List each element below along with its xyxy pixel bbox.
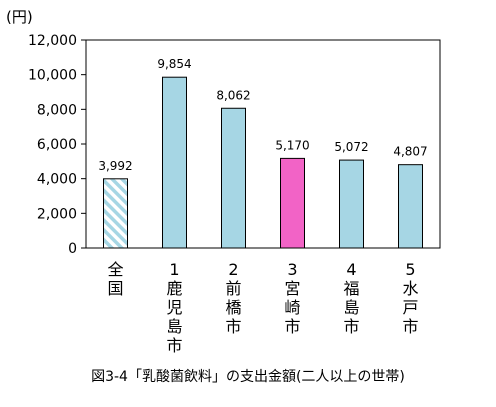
- x-category-char: 全: [107, 260, 123, 279]
- y-tick-label: 0: [68, 241, 77, 257]
- plot-frame: [85, 39, 441, 249]
- bar-1: [162, 76, 187, 249]
- bar-value-label: 9,854: [157, 57, 191, 71]
- x-category-char: 1: [169, 260, 179, 279]
- x-category-char: 崎: [284, 298, 300, 317]
- y-tick-label: 2,000: [37, 206, 77, 222]
- y-tick-label: 10,000: [28, 68, 77, 84]
- x-category-char: 5: [405, 260, 415, 279]
- bar-value-label: 5,170: [275, 138, 309, 152]
- x-category-char: 島: [166, 317, 182, 336]
- y-tick-label: 4,000: [37, 172, 77, 188]
- bar-4: [339, 159, 364, 249]
- x-category-char: 児: [166, 298, 182, 317]
- bar-0: [103, 178, 128, 249]
- x-category-char: 福: [343, 279, 359, 298]
- x-category-char: 市: [225, 317, 241, 336]
- x-category-char: 市: [402, 317, 418, 336]
- x-category-char: 市: [166, 336, 182, 355]
- x-category-char: 国: [107, 279, 123, 298]
- x-category-char: 島: [343, 298, 359, 317]
- bar-value-label: 3,992: [98, 159, 132, 173]
- x-category-char: 前: [225, 279, 241, 298]
- bar-value-label: 5,072: [334, 140, 368, 154]
- y-axis-unit-label: (円): [6, 8, 33, 26]
- x-category-char: 市: [343, 317, 359, 336]
- y-tick-label: 6,000: [37, 137, 77, 153]
- x-category-char: 水: [402, 279, 418, 298]
- y-tick-label: 8,000: [37, 102, 77, 118]
- bar-3: [280, 157, 305, 249]
- bar-value-label: 4,807: [393, 145, 427, 159]
- bar-5: [398, 164, 423, 249]
- x-category-char: 宮: [284, 279, 300, 298]
- x-category-char: 鹿: [166, 279, 182, 298]
- bars: [103, 76, 423, 249]
- x-category-label: 全国: [107, 260, 123, 298]
- plot-area: [85, 39, 441, 249]
- y-tick-label: 12,000: [28, 33, 77, 49]
- y-axis: 0 2,000 4,000 6,000 8,000 10,000 12,000: [28, 33, 86, 257]
- x-category-char: 2: [228, 260, 238, 279]
- figure-caption: 図3-4「乳酸菌飲料」の支出金額(二人以上の世帯): [91, 369, 405, 385]
- bar-2: [221, 107, 246, 249]
- data-labels: 3,992 9,854 8,062 5,170 5,072 4,807: [98, 57, 427, 173]
- x-category-char: 4: [346, 260, 356, 279]
- x-category-char: 3: [287, 260, 297, 279]
- x-category-char: 橋: [225, 298, 241, 317]
- x-category-char: 戸: [402, 298, 418, 317]
- bar-value-label: 8,062: [216, 88, 250, 102]
- x-category-char: 市: [284, 317, 300, 336]
